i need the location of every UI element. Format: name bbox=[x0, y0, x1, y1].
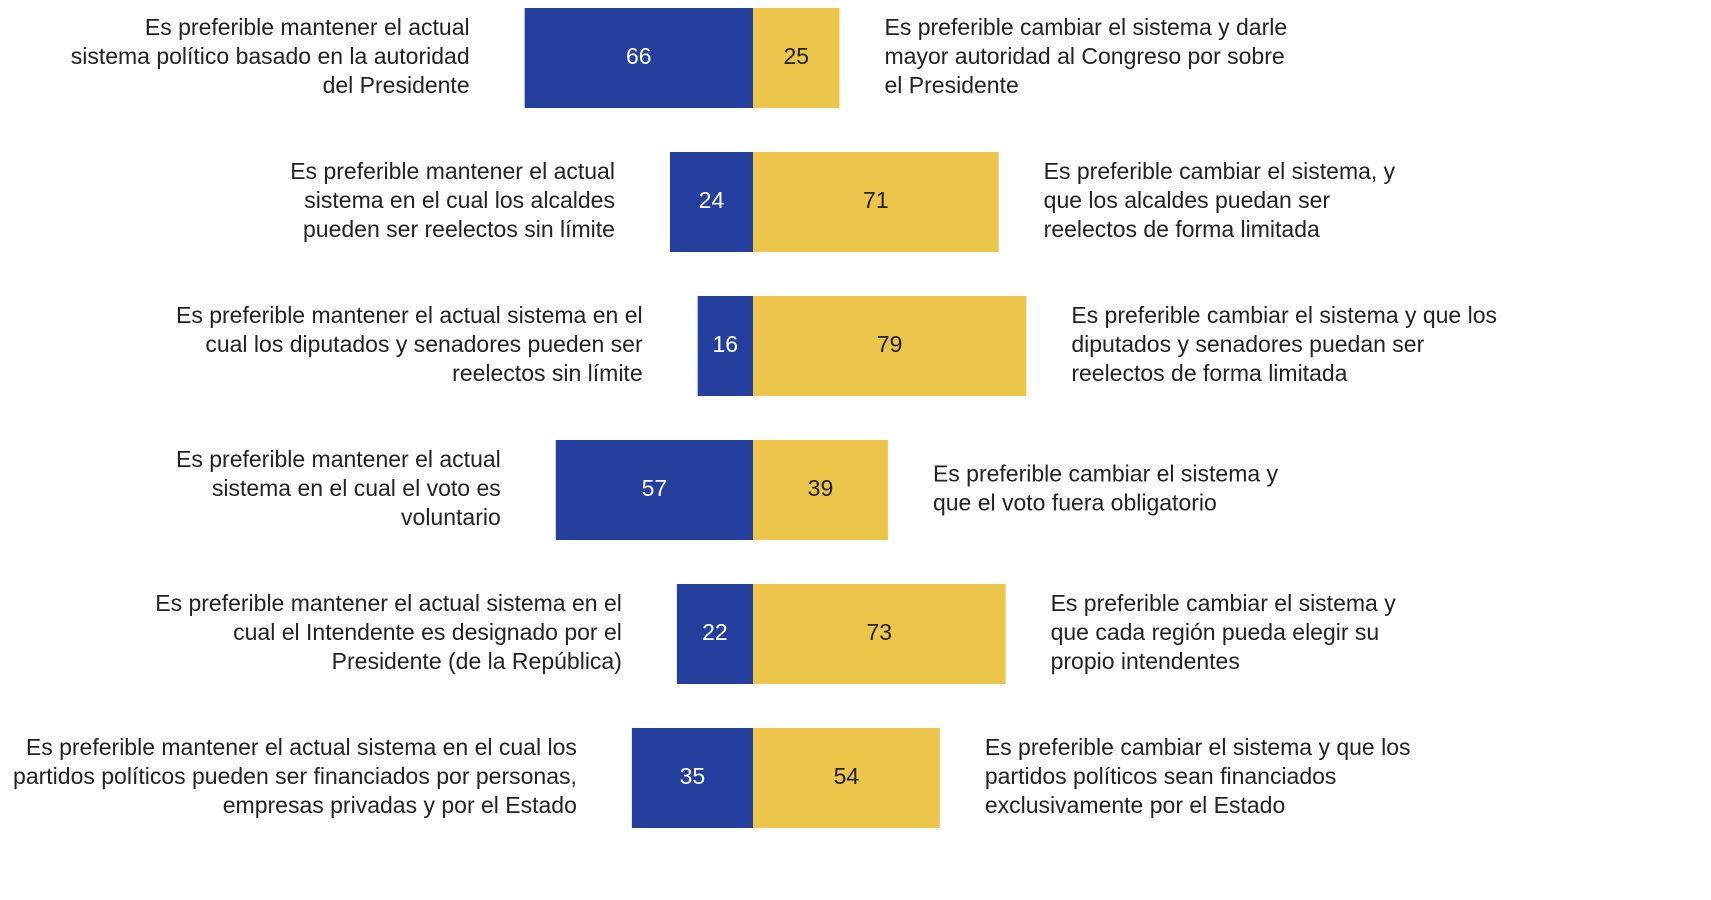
bar bbox=[676, 584, 753, 684]
side-label: reelectos de forma limitada bbox=[1044, 216, 1320, 242]
side-label: partidos políticos sean financiados bbox=[985, 763, 1337, 789]
side-label: del Presidente bbox=[323, 72, 470, 98]
side-label: Es preferible mantener el actual sistema… bbox=[155, 590, 622, 616]
value-label: 71 bbox=[863, 187, 889, 213]
bar bbox=[753, 296, 1027, 396]
bar bbox=[753, 728, 940, 828]
bar bbox=[669, 152, 753, 252]
side-label: partidos políticos pueden ser financiado… bbox=[13, 763, 577, 789]
value-label: 66 bbox=[626, 43, 652, 69]
side-label: reelectos de forma limitada bbox=[1071, 360, 1347, 386]
side-label: que cada región pueda elegir su bbox=[1051, 619, 1380, 645]
side-label: sistema en el cual los alcaldes bbox=[304, 187, 615, 213]
side-label: empresas privadas y por el Estado bbox=[223, 792, 577, 818]
side-label: propio intendentes bbox=[1051, 648, 1240, 674]
side-label: Presidente (de la República) bbox=[332, 648, 622, 674]
side-label: Es preferible cambiar el sistema, y bbox=[1044, 158, 1396, 184]
bar bbox=[753, 8, 840, 108]
side-label: voluntario bbox=[401, 504, 501, 530]
bar bbox=[753, 440, 888, 540]
value-label: 73 bbox=[866, 619, 892, 645]
side-label: pueden ser reelectos sin límite bbox=[303, 216, 615, 242]
side-label: Es preferible mantener el actual sistema… bbox=[26, 734, 577, 760]
side-label: que el voto fuera obligatorio bbox=[933, 490, 1217, 516]
side-label: que los alcaldes puedan ser bbox=[1044, 187, 1331, 213]
value-label: 35 bbox=[680, 763, 706, 789]
side-label: mayor autoridad al Congreso por sobre bbox=[885, 43, 1285, 69]
side-label: Es preferible mantener el actual bbox=[145, 14, 470, 40]
side-label: Es preferible cambiar el sistema y que l… bbox=[985, 734, 1411, 760]
value-label: 54 bbox=[834, 763, 860, 789]
side-label: Es preferible mantener el actual bbox=[176, 446, 501, 472]
side-label: Es preferible mantener el actual bbox=[290, 158, 615, 184]
side-label: cual los diputados y senadores pueden se… bbox=[205, 331, 643, 357]
value-label: 57 bbox=[642, 475, 668, 501]
side-label: Es preferible cambiar el sistema y bbox=[1051, 590, 1397, 616]
bar bbox=[524, 8, 753, 108]
side-label: Es preferible cambiar el sistema y que l… bbox=[1071, 302, 1497, 328]
side-label: sistema en el cual el voto es bbox=[212, 475, 501, 501]
value-label: 79 bbox=[877, 331, 903, 357]
bar bbox=[753, 584, 1006, 684]
value-label: 22 bbox=[702, 619, 728, 645]
bar bbox=[753, 152, 999, 252]
side-label: Es preferible mantener el actual sistema… bbox=[176, 302, 643, 328]
side-label: reelectos sin límite bbox=[452, 360, 642, 386]
side-label: cual el Intendente es designado por el bbox=[233, 619, 622, 645]
value-label: 25 bbox=[783, 43, 809, 69]
side-label: el Presidente bbox=[885, 72, 1019, 98]
bar bbox=[555, 440, 753, 540]
bar bbox=[631, 728, 753, 828]
bar bbox=[697, 296, 753, 396]
side-label: sistema político basado en la autoridad bbox=[71, 43, 470, 69]
side-label: diputados y senadores puedan ser bbox=[1071, 331, 1424, 357]
side-label: exclusivamente por el Estado bbox=[985, 792, 1285, 818]
side-label: Es preferible cambiar el sistema y darle bbox=[885, 14, 1288, 40]
side-label: Es preferible cambiar el sistema y bbox=[933, 461, 1279, 487]
value-label: 16 bbox=[713, 331, 739, 357]
value-label: 39 bbox=[808, 475, 834, 501]
value-label: 24 bbox=[699, 187, 725, 213]
